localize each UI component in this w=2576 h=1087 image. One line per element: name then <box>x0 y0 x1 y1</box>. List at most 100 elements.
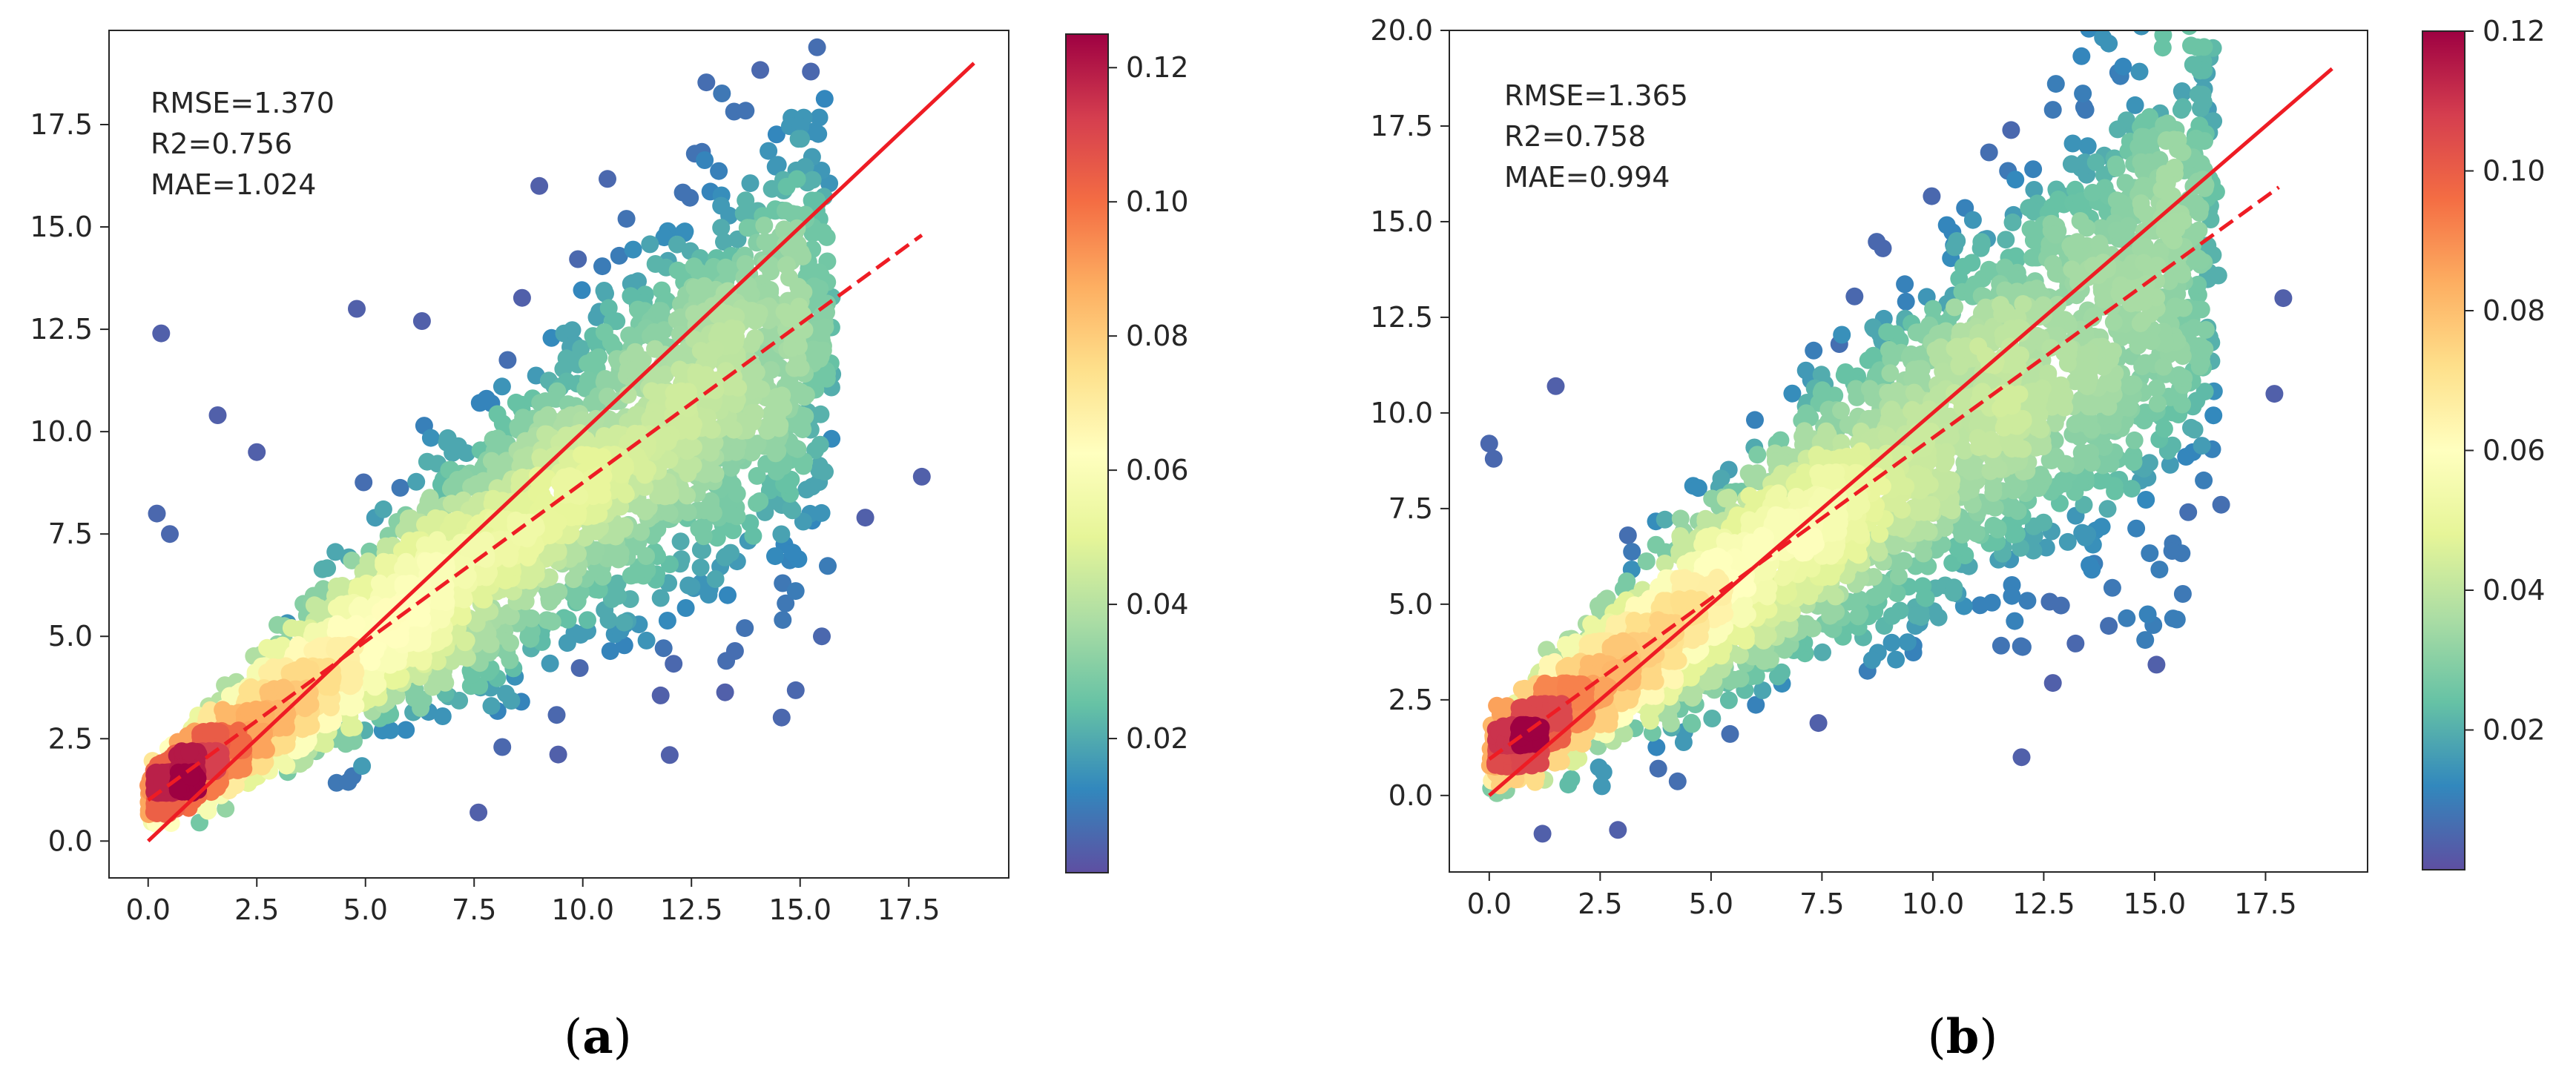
scatter-point-b <box>2136 631 2155 650</box>
scatter-point-a <box>788 170 806 188</box>
scatter-point-a <box>493 738 512 756</box>
scatter-point-a <box>656 365 674 383</box>
y-tick-label-a: 0.0 <box>48 825 93 857</box>
scatter-point-a <box>599 387 616 406</box>
scatter-point-a <box>569 250 587 268</box>
scatter-point-b <box>2002 497 2020 515</box>
scatter-point-b <box>1898 633 1917 652</box>
scatter-point-a <box>609 587 627 605</box>
mae-label-a: MAE=1.024 <box>151 168 316 201</box>
scatter-point-a <box>617 210 636 228</box>
scatter-point-a <box>661 555 679 573</box>
scatter-point-a <box>701 344 719 363</box>
scatter-point-b <box>1533 825 1552 843</box>
scatter-point-b <box>2072 443 2091 462</box>
x-tick-label-a: 15.0 <box>768 893 831 926</box>
scatter-point-a <box>248 443 266 461</box>
scatter-point-a <box>651 686 670 704</box>
scatter-point-a <box>549 745 567 764</box>
scatter-point-a <box>755 217 774 235</box>
scatter-point-a <box>343 551 361 569</box>
scatter-point-a <box>507 393 525 412</box>
scatter-point-a <box>668 235 686 254</box>
panel-a-caption: (a) <box>564 1009 631 1065</box>
scatter-point-b <box>1618 526 1637 544</box>
scatter-point-a <box>501 607 520 626</box>
scatter-point-b <box>2055 475 2073 493</box>
scatter-point-b <box>2052 596 2070 615</box>
scatter-point-a <box>355 473 373 492</box>
scatter-point-a <box>470 587 488 604</box>
colorbar-tick-label-a: 0.04 <box>1126 588 1189 621</box>
scatter-point-a <box>811 350 829 369</box>
colorbar-a: 0.020.040.060.080.100.12 <box>1065 33 1189 873</box>
scatter-point-b <box>1945 580 1963 598</box>
scatter-point-b <box>1484 449 1503 468</box>
scatter-point-a <box>526 515 544 534</box>
scatter-point-a <box>579 611 596 630</box>
scatter-point-a <box>691 558 710 577</box>
scatter-point-a <box>808 38 826 56</box>
scatter-point-a <box>501 545 519 564</box>
scatter-point-a <box>391 478 409 497</box>
scatter-point-a <box>520 624 538 643</box>
scatter-point-b <box>2141 544 2159 563</box>
scatter-point-a <box>637 631 656 650</box>
scatter-point-b <box>1783 384 1802 403</box>
scatter-point-a <box>719 586 737 604</box>
scatter-point-b <box>2072 47 2091 65</box>
colorbar-tick-label-a: 0.10 <box>1126 185 1189 218</box>
scatter-point-b <box>2098 500 2117 518</box>
scatter-point-a <box>471 544 490 563</box>
scatter-point-a <box>476 531 495 549</box>
rmse-label-a: RMSE=1.370 <box>151 87 335 119</box>
scatter-point-a <box>608 574 627 592</box>
scatter-point-a <box>767 125 785 144</box>
scatter-point-a <box>407 472 426 491</box>
scatter-point-b <box>2169 0 2187 4</box>
scatter-point-b <box>2083 561 2101 579</box>
scatter-point-a <box>490 435 508 453</box>
scatter-point-b <box>2006 171 2025 189</box>
scatter-point-a <box>815 90 834 108</box>
scatter-point-b <box>1868 233 1886 251</box>
scatter-point-a <box>746 328 764 347</box>
scatter-point-a <box>792 130 810 148</box>
scatter-point-b <box>2080 0 2098 4</box>
scatter-point-a <box>498 351 517 369</box>
scatter-point-b <box>2184 56 2202 74</box>
scatter-point-b <box>1814 643 1831 661</box>
scatter-point-a <box>375 556 393 574</box>
scatter-point-b <box>2140 454 2158 472</box>
x-axis-a: 0.0 2.5 5.0 7.5 10.0 12.5 15.0 17.5 <box>126 878 941 926</box>
scatter-point-b <box>2195 471 2213 489</box>
r2-label-a: R2=0.756 <box>151 128 292 160</box>
scatter-point-a <box>786 681 805 699</box>
scatter-point-b <box>1963 211 1982 229</box>
scatter-point-a <box>728 507 746 526</box>
scatter-point-a <box>641 235 659 254</box>
scatter-point-a <box>277 756 296 775</box>
scatter-point-a <box>358 558 377 577</box>
scatter-point-b <box>1683 715 1702 733</box>
scatter-point-b <box>1992 636 2010 655</box>
scatter-point-b <box>1845 287 1864 305</box>
scatter-point-b <box>1907 607 1926 624</box>
scatter-point-b <box>1746 411 1764 429</box>
scatter-point-a <box>563 427 582 446</box>
scatter-point-b <box>1480 435 1498 453</box>
scatter-point-b <box>1674 733 1693 751</box>
colorbar-a-ticks: 0.020.040.060.080.100.12 <box>1108 51 1189 755</box>
scatter-point-b <box>1835 366 1854 384</box>
scatter-point-b <box>2274 289 2293 308</box>
scatter-point-b <box>2063 134 2082 153</box>
scatter-point-a <box>809 125 828 143</box>
scatter-point-b <box>2129 137 2148 156</box>
scatter-point-a <box>774 611 792 630</box>
scatter-point-b <box>2118 609 2136 627</box>
scatter-point-b <box>2173 82 2191 100</box>
x-tick-label-a: 5.0 <box>343 893 388 926</box>
scatter-point-a <box>676 599 695 617</box>
scatter-point-a <box>912 467 931 486</box>
